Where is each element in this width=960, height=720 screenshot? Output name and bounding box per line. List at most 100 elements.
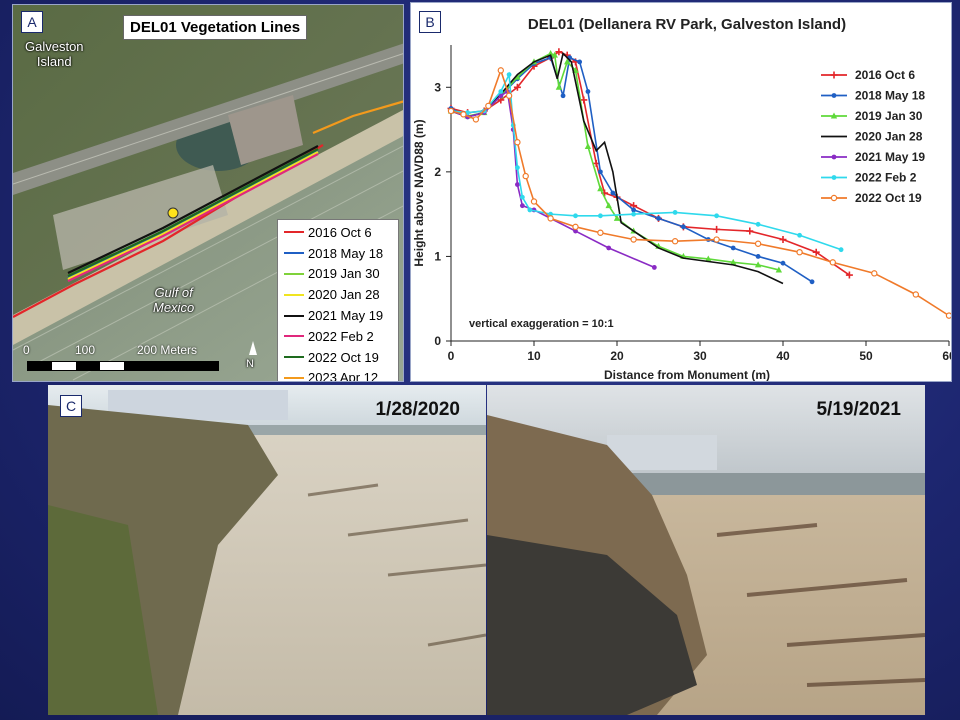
data-point xyxy=(631,211,636,217)
data-point xyxy=(584,142,592,149)
island-label: Galveston Island xyxy=(25,39,84,69)
data-point xyxy=(830,112,838,119)
beach-photo-2021: 5/19/2021 xyxy=(487,385,925,715)
scale-bar xyxy=(27,361,219,371)
data-point xyxy=(672,210,678,215)
data-point xyxy=(597,185,604,192)
map-legend-label: 2019 Jan 30 xyxy=(308,266,380,282)
data-point xyxy=(555,83,563,90)
data-point xyxy=(527,207,533,213)
data-point xyxy=(505,92,513,99)
data-point xyxy=(530,198,538,205)
legend-label: 2018 May 18 xyxy=(855,89,925,103)
map-legend-swatch xyxy=(284,231,304,234)
x-tick-label: 10 xyxy=(527,349,541,363)
data-point xyxy=(447,107,455,115)
chart-legend-item: 2020 Jan 28 xyxy=(821,130,923,144)
data-point xyxy=(564,58,571,65)
x-tick-label: 30 xyxy=(693,349,707,363)
data-point xyxy=(598,213,603,219)
north-label: N xyxy=(246,358,254,370)
data-point xyxy=(598,169,603,175)
map-legend-swatch xyxy=(284,272,304,275)
legend-label: 2021 May 19 xyxy=(855,150,925,164)
data-point xyxy=(472,116,480,123)
y-axis-label: Height above NAVD88 (m) xyxy=(412,119,426,266)
data-point xyxy=(831,175,837,180)
data-point xyxy=(547,215,554,222)
data-point xyxy=(630,236,637,243)
data-point xyxy=(829,259,836,266)
map-legend-item: 2023 Apr 12 xyxy=(278,368,398,381)
data-point xyxy=(498,89,504,94)
panel-tag-c: C xyxy=(60,395,82,417)
data-point xyxy=(555,48,563,56)
rv-park-lots xyxy=(53,165,228,270)
vegetation-line xyxy=(67,153,319,282)
data-point xyxy=(577,59,583,65)
map-legend-label: 2018 May 18 xyxy=(308,245,384,261)
chart-series xyxy=(447,48,951,319)
map-legend-item: 2018 May 18 xyxy=(278,243,398,264)
map-legend-swatch xyxy=(284,356,304,359)
photo-date-2020: 1/28/2020 xyxy=(375,399,460,420)
series-2018-may-18 xyxy=(448,55,815,285)
panel-tag-b: B xyxy=(419,11,441,33)
map-legend-label: 2021 May 19 xyxy=(308,308,384,324)
data-point xyxy=(606,245,612,251)
data-point xyxy=(497,67,505,74)
vegetation-line xyxy=(67,151,319,280)
y-tick-label: 3 xyxy=(434,80,441,94)
legend-label: 2022 Oct 19 xyxy=(855,191,922,205)
vertical-exaggeration-note: vertical exaggeration = 10:1 xyxy=(469,318,614,330)
series-line xyxy=(450,71,842,251)
beach-photo-2020: C 1/28/2020 xyxy=(48,385,486,715)
y-tick-label: 1 xyxy=(434,249,441,263)
chart-legend-item: 2022 Oct 19 xyxy=(821,191,922,205)
data-point xyxy=(713,236,720,243)
chart-legend-item: 2022 Feb 2 xyxy=(821,171,917,185)
data-point xyxy=(730,258,737,265)
data-point xyxy=(610,190,616,196)
series-2022-oct-19 xyxy=(447,67,951,319)
data-point xyxy=(845,271,853,279)
map-legend-item: 2021 May 19 xyxy=(278,305,398,326)
photo-2020-image xyxy=(48,385,486,715)
map-legend-label: 2022 Feb 2 xyxy=(308,328,374,344)
data-point xyxy=(651,265,657,270)
photo-date-2021: 5/19/2021 xyxy=(816,399,901,420)
panel-tag-a: A xyxy=(21,11,43,33)
data-point xyxy=(912,291,919,298)
photo-2021-image xyxy=(487,385,925,715)
data-point xyxy=(513,83,521,91)
data-point xyxy=(713,225,721,233)
vegetation-line xyxy=(312,100,403,135)
data-point xyxy=(755,221,761,227)
data-point xyxy=(514,139,521,146)
scale-label-200: 200 Meters xyxy=(137,343,198,357)
data-point xyxy=(775,266,783,273)
data-point xyxy=(809,279,815,285)
data-point xyxy=(547,49,554,56)
map-legend-item: 2016 Oct 6 xyxy=(278,222,398,243)
series-2016-oct-6 xyxy=(447,48,853,279)
legend-label: 2019 Jan 30 xyxy=(855,109,923,123)
x-tick-label: 40 xyxy=(776,349,790,363)
data-point xyxy=(515,182,520,187)
y-tick-label: 0 xyxy=(434,334,441,348)
data-point xyxy=(780,260,786,266)
data-point xyxy=(838,247,844,253)
data-point xyxy=(580,96,588,104)
data-point xyxy=(631,207,636,213)
legend-label: 2020 Jan 28 xyxy=(855,130,923,144)
chart-legend-item: 2019 Jan 30 xyxy=(821,109,923,123)
beach-sand xyxy=(13,110,403,345)
data-point xyxy=(945,312,951,319)
data-point xyxy=(597,229,604,236)
data-point xyxy=(797,232,802,238)
data-point xyxy=(754,261,762,268)
series-2019-jan-30 xyxy=(447,49,783,273)
data-point xyxy=(831,93,837,98)
data-point xyxy=(671,238,679,245)
data-point xyxy=(514,73,521,80)
